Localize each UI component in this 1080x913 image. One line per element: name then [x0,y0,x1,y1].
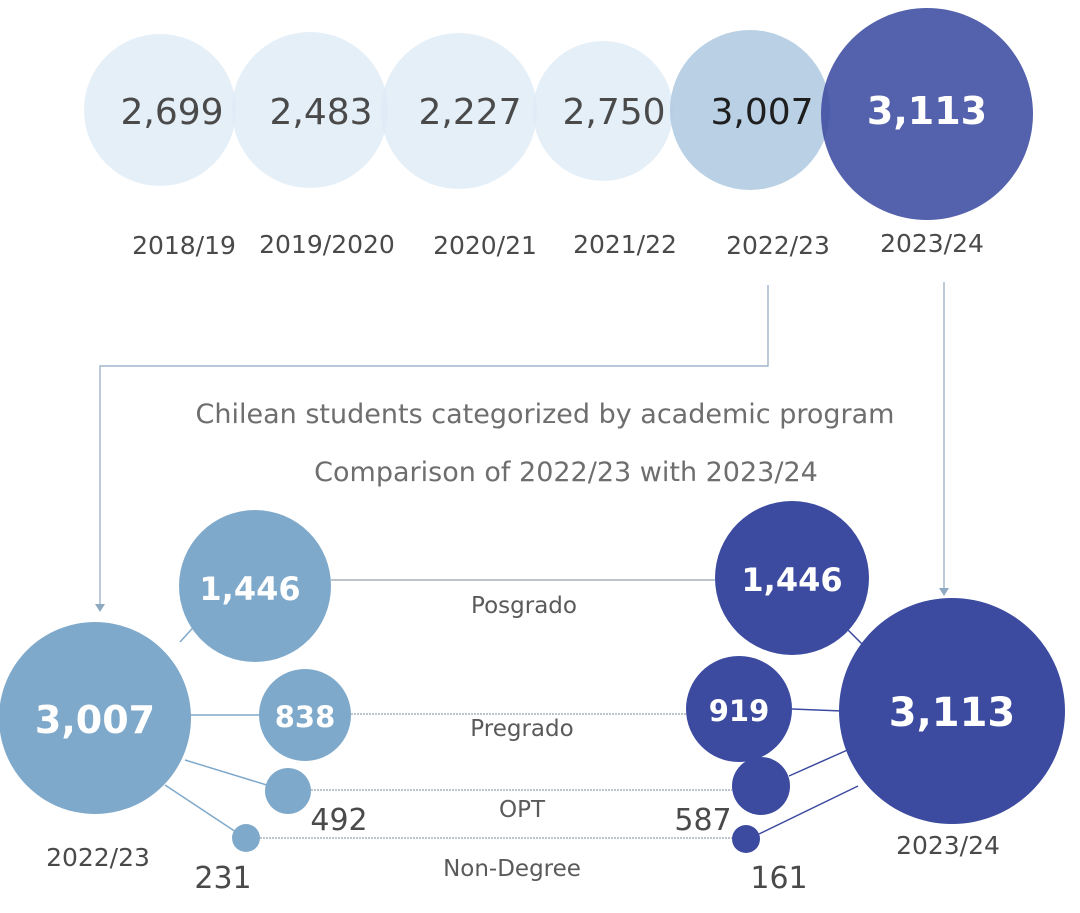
comparison-subtitle: Comparison of 2022/23 with 2023/24 [314,457,818,488]
timeline-bubble-5 [821,8,1033,220]
left-value-0: 1,446 [199,570,300,608]
connector-lines [99,282,945,606]
right-value-2: 587 [674,803,731,838]
connector-2022-23 [99,285,769,606]
left-total-value: 3,007 [35,698,155,742]
timeline-year-1: 2019/2020 [259,230,395,259]
category-label-0: Posgrado [471,593,577,619]
right-bubble-0 [715,501,869,655]
left-bubble-2 [265,768,311,814]
timeline-year-0: 2018/19 [132,231,236,260]
left-series-name: 2022/23 [46,843,150,872]
left-spoke-2 [184,759,271,787]
left-spoke-3 [164,784,237,833]
timeline-bubble-3 [533,41,673,181]
left-value-2: 492 [310,803,367,838]
right-value-1: 919 [709,694,770,728]
left-value-1: 838 [275,700,336,734]
timeline-value-3: 2,750 [562,92,665,133]
right-bubble-3 [732,825,760,853]
timeline-bubble-0 [84,34,236,186]
left-bubble-1 [259,669,351,761]
right-value-0: 1,446 [741,561,842,599]
right-spoke-3 [758,785,859,835]
timeline-bubble-4 [670,30,830,190]
arrowhead-2023-24 [939,588,949,596]
timeline-value-2: 2,227 [418,92,521,133]
timeline-value-4: 3,007 [710,92,813,133]
right-spoke-2 [788,747,853,777]
arrowhead-2022-23 [95,604,105,612]
right-total-bubble [839,598,1065,824]
timeline-year-5: 2023/24 [880,229,984,258]
timeline-bubble-2 [381,33,537,189]
left-value-3: 231 [194,861,251,896]
category-label-3: Non-Degree [443,856,581,882]
timeline-year-2: 2020/21 [433,231,537,260]
right-bubble-2 [732,757,790,815]
right-series-name: 2023/24 [896,831,1000,860]
left-bubble-0 [179,510,331,662]
left-bubble-3 [232,824,260,852]
category-label-2: OPT [499,797,546,823]
timeline-bubble-1 [232,32,388,188]
right-bubble-1 [686,656,792,762]
timeline-year-3: 2021/22 [573,230,677,259]
left-total-bubble [0,622,191,814]
timeline-value-0: 2,699 [120,92,223,133]
timeline-value-1: 2,483 [269,92,372,133]
timeline-year-4: 2022/23 [726,231,830,260]
category-label-1: Pregrado [470,716,573,742]
right-total-value: 3,113 [889,690,1016,736]
comparison-bubbles: 3,007 1,446 838 492 231 2022/23 3,113 1,446 919 5… [0,501,1065,896]
timeline-bubbles: 2,699 2,483 2,227 2,750 3,007 3,113 2018/19 201… [84,8,1033,260]
right-spoke-1 [791,708,843,712]
comparison-title: Chilean students categorized by academic… [196,399,895,430]
timeline-value-5: 3,113 [867,89,987,133]
comparison-lines [164,579,869,839]
right-value-3: 161 [750,861,807,896]
